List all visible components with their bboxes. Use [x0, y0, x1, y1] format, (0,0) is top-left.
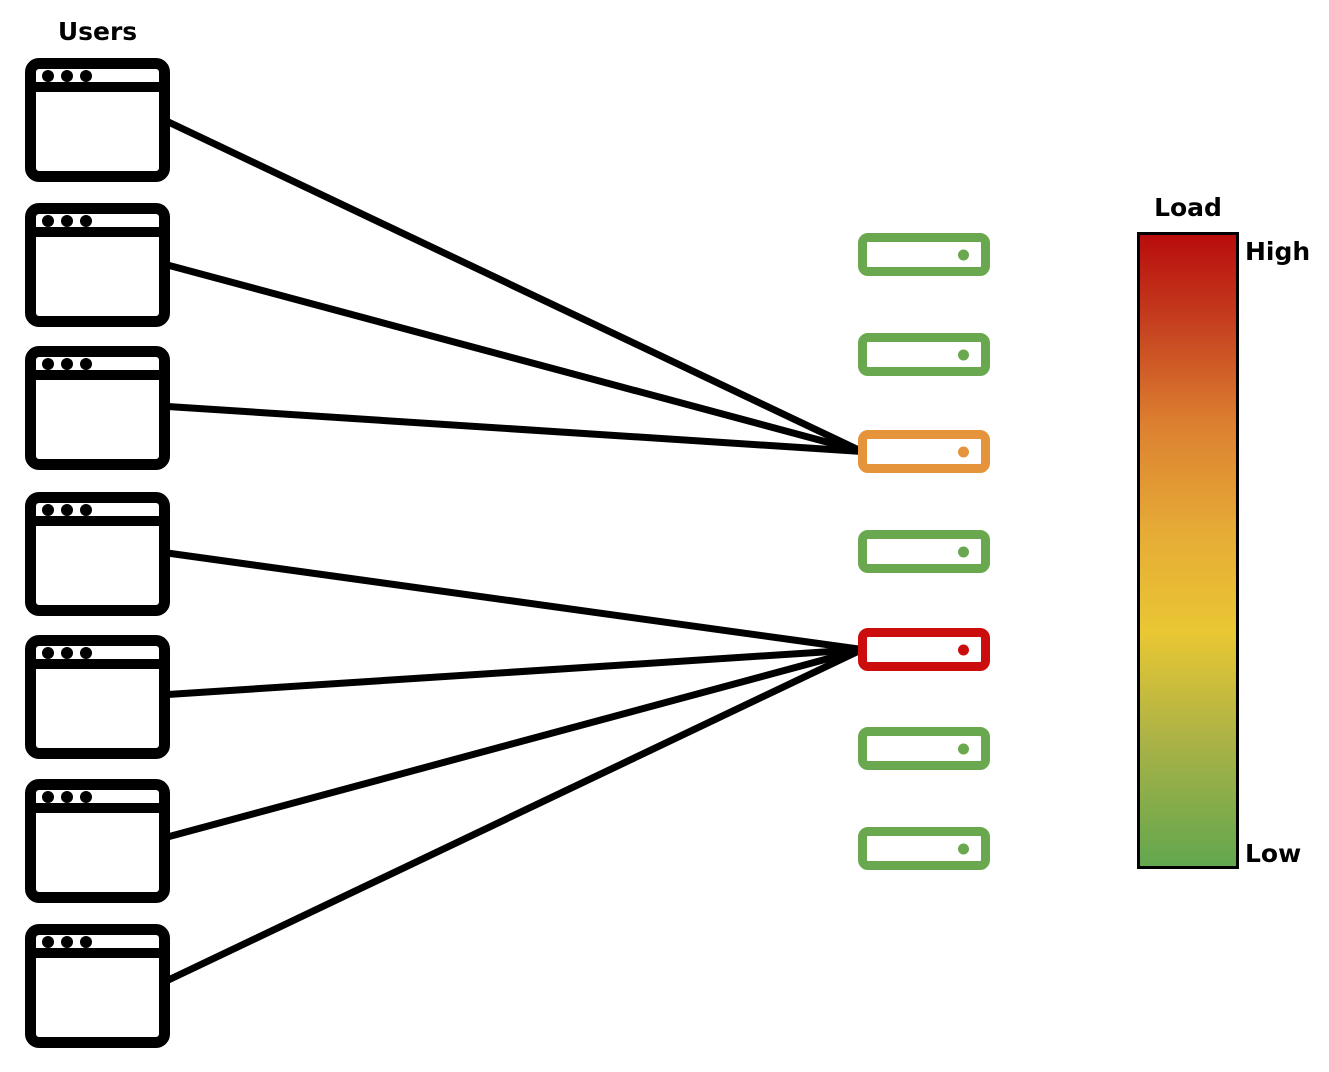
server-5-icon-load-high — [858, 628, 990, 671]
window-titlebar — [36, 214, 159, 237]
window-dot-icon — [61, 214, 73, 227]
load-low-label: Low — [1245, 839, 1302, 868]
window-body — [36, 813, 159, 882]
window-dot-icon — [61, 357, 73, 370]
users-column-title: Users — [57, 17, 138, 46]
server-indicator-dot — [958, 743, 969, 754]
server-6-icon-load-low — [858, 727, 990, 770]
window-dot-icon — [42, 357, 54, 370]
connection-line-user-4-to-server-5 — [156, 548, 866, 653]
connection-line-user-1-to-server-3 — [156, 114, 866, 455]
window-titlebar — [36, 357, 159, 380]
window-dot-icon — [61, 935, 73, 948]
window-dot-icon — [42, 69, 54, 82]
user-3-browser-window-icon — [25, 346, 170, 470]
window-body — [36, 237, 159, 306]
window-titlebar — [36, 935, 159, 958]
server-indicator-dot — [958, 843, 969, 854]
window-dot-icon — [42, 790, 54, 803]
window-body — [36, 526, 159, 595]
window-dot-icon — [42, 503, 54, 516]
window-dot-icon — [80, 69, 92, 82]
user-5-browser-window-icon — [25, 635, 170, 759]
server-2-icon-load-low — [858, 333, 990, 376]
server-3-icon-load-medium — [858, 430, 990, 473]
window-dot-icon — [61, 790, 73, 803]
window-dot-icon — [61, 69, 73, 82]
window-titlebar — [36, 790, 159, 813]
load-legend-title: Load — [1154, 193, 1222, 222]
user-6-browser-window-icon — [25, 779, 170, 903]
server-indicator-dot — [958, 249, 969, 260]
window-dot-icon — [42, 935, 54, 948]
window-body — [36, 92, 159, 161]
window-titlebar — [36, 69, 159, 92]
server-4-icon-load-low — [858, 530, 990, 573]
window-dot-icon — [80, 503, 92, 516]
user-4-browser-window-icon — [25, 492, 170, 616]
window-dot-icon — [80, 646, 92, 659]
server-7-icon-load-low — [858, 827, 990, 870]
connection-line-user-3-to-server-3 — [156, 402, 866, 455]
user-1-browser-window-icon — [25, 58, 170, 182]
window-dot-icon — [80, 935, 92, 948]
window-dot-icon — [61, 646, 73, 659]
window-dot-icon — [80, 790, 92, 803]
window-dot-icon — [42, 646, 54, 659]
window-dot-icon — [80, 214, 92, 227]
server-indicator-dot — [958, 446, 969, 457]
load-colorbar — [1137, 232, 1239, 869]
server-indicator-dot — [958, 349, 969, 360]
load-high-label: High — [1245, 237, 1311, 266]
server-1-icon-load-low — [858, 233, 990, 276]
window-body — [36, 958, 159, 1027]
server-indicator-dot — [958, 546, 969, 557]
connection-line-user-7-to-server-5 — [156, 646, 866, 988]
window-dot-icon — [42, 214, 54, 227]
connection-line-user-2-to-server-3 — [156, 259, 866, 455]
server-indicator-dot — [958, 644, 969, 655]
window-body — [36, 669, 159, 738]
connection-line-user-5-to-server-5 — [156, 646, 866, 699]
window-dot-icon — [61, 503, 73, 516]
connection-line-user-6-to-server-5 — [156, 646, 866, 843]
user-7-browser-window-icon — [25, 924, 170, 1048]
window-body — [36, 380, 159, 449]
window-dot-icon — [80, 357, 92, 370]
window-titlebar — [36, 503, 159, 526]
window-titlebar — [36, 646, 159, 669]
user-2-browser-window-icon — [25, 203, 170, 327]
